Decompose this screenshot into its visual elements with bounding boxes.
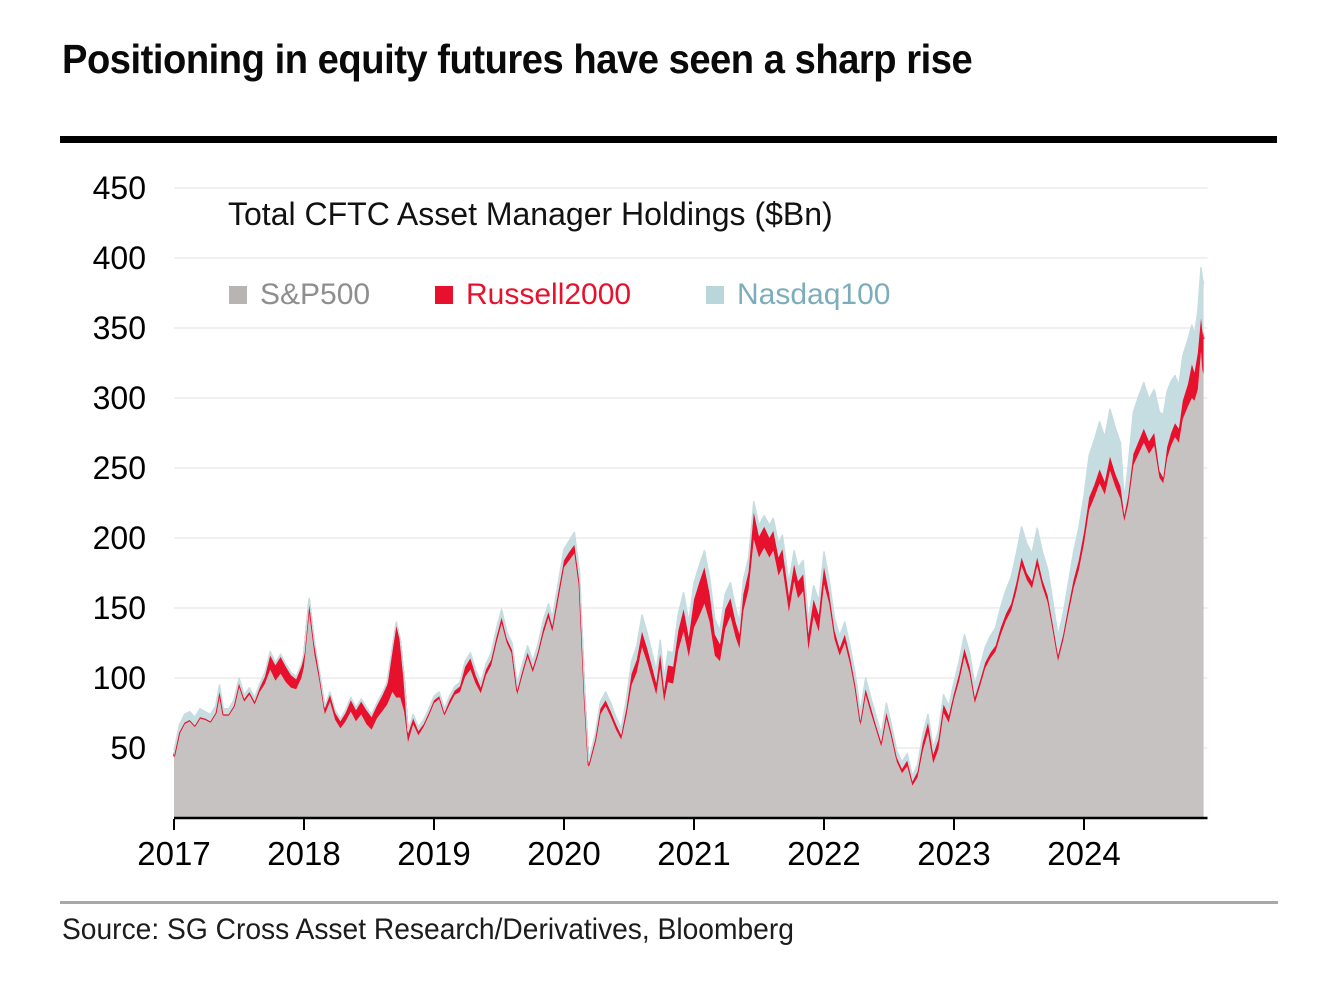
legend-item-russell2000: Russell2000 xyxy=(435,278,631,312)
chart-subtitle: Total CFTC Asset Manager Holdings ($Bn) xyxy=(228,196,833,232)
nasdaq100-top-edge xyxy=(173,267,1205,777)
x-tick-label: 2022 xyxy=(787,835,861,872)
y-tick-label: 300 xyxy=(92,380,146,416)
legend-item-nasdaq100: Nasdaq100 xyxy=(706,278,890,312)
y-tick-label: 200 xyxy=(92,520,146,556)
legend-label: S&P500 xyxy=(260,278,371,311)
y-tick-label: 100 xyxy=(92,660,146,696)
legend-swatch-icon xyxy=(229,286,247,304)
source-divider xyxy=(60,901,1278,904)
y-tick-label: 350 xyxy=(92,310,146,346)
x-tick-label: 2023 xyxy=(917,835,991,872)
x-tick-label: 2019 xyxy=(397,835,471,872)
title-divider xyxy=(60,136,1277,143)
x-tick-label: 2020 xyxy=(527,835,601,872)
source-note: Source: SG Cross Asset Research/Derivati… xyxy=(62,913,794,946)
y-tick-label: 250 xyxy=(92,450,146,486)
legend-swatch-icon xyxy=(706,286,724,304)
y-tick-label: 450 xyxy=(92,170,146,206)
x-tick-label: 2024 xyxy=(1047,835,1121,872)
legend-item-sp500: S&P500 xyxy=(229,278,370,312)
area-sp500 xyxy=(174,351,1204,818)
y-tick-label: 150 xyxy=(92,590,146,626)
legend-label: Nasdaq100 xyxy=(737,278,891,311)
legend-label: Russell2000 xyxy=(466,278,632,311)
y-tick-label: 50 xyxy=(110,730,146,766)
x-tick-label: 2021 xyxy=(657,835,731,872)
x-tick-label: 2018 xyxy=(267,835,341,872)
page-title: Positioning in equity futures have seen … xyxy=(62,36,973,82)
legend-swatch-icon xyxy=(435,286,453,304)
y-tick-label: 400 xyxy=(92,240,146,276)
x-tick-label: 2017 xyxy=(137,835,211,872)
